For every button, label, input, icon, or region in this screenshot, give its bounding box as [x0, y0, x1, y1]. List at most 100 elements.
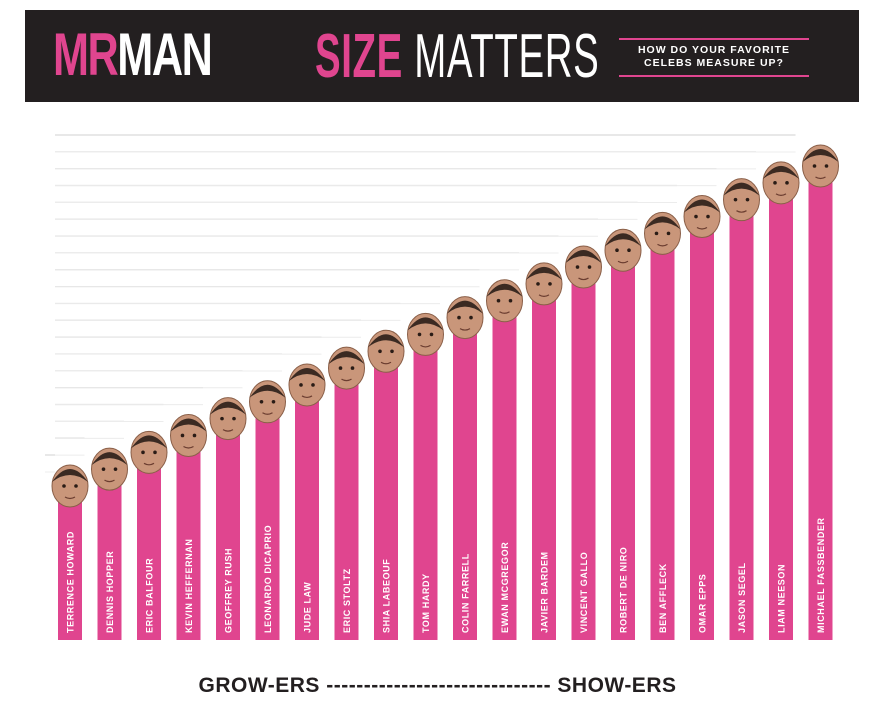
header-banner: MRMAN SIZE MATTERS HOW DO YOUR FAVORITE … — [25, 10, 859, 102]
face-icon — [249, 380, 286, 424]
face-icon — [723, 178, 760, 222]
face-eye — [654, 231, 659, 236]
bar-vincent-gallo — [571, 281, 596, 640]
face-icon — [91, 447, 128, 491]
tick-label: JUDE LAW — [303, 582, 313, 633]
tick-label: ROBERT DE NIRO — [619, 547, 629, 633]
face-hair — [368, 334, 404, 348]
tick-label: ERIC STOLTZ — [342, 568, 352, 633]
face-eye — [180, 433, 185, 438]
face-eye — [101, 467, 106, 471]
bar-terrence-howard — [58, 500, 82, 640]
face-eye — [615, 248, 619, 253]
tick-label: OMAR EPPS — [698, 574, 708, 633]
face-hair — [723, 182, 760, 196]
bar-kevin-heffernan — [176, 449, 201, 640]
face-mouth — [538, 294, 550, 297]
face-eye — [469, 315, 473, 320]
face-icon — [367, 329, 405, 373]
face-hair — [328, 351, 365, 365]
face-eye — [429, 332, 434, 337]
bar-geoffrey-rush — [216, 432, 240, 640]
face-mouth — [64, 496, 76, 500]
bar-eric-stoltz — [334, 382, 359, 640]
face-eye — [733, 197, 738, 202]
face-eye — [141, 450, 145, 455]
face-icon — [328, 346, 365, 390]
bar-jason-segel — [729, 213, 754, 640]
face-icon — [130, 430, 168, 474]
footer-left-label: GROW-ERS — [198, 674, 320, 697]
face-hair — [565, 250, 602, 264]
face-icon — [762, 161, 800, 205]
bar-shia-labeouf — [374, 365, 398, 640]
face-hair — [131, 435, 167, 449]
face-hair — [91, 452, 128, 466]
face-hair — [407, 317, 444, 331]
bar-jude-law — [295, 398, 319, 640]
tick-label: TOM HARDY — [421, 573, 431, 633]
face-icon — [407, 312, 444, 356]
face-mouth — [222, 429, 234, 432]
face-eye — [271, 399, 276, 404]
face-mouth — [775, 193, 787, 196]
face-hair — [170, 418, 207, 432]
footer-right-label: SHOW-ERS — [557, 674, 677, 697]
face-hair — [52, 469, 88, 482]
footer-separator: ------------------------------ — [326, 674, 552, 697]
face-icon — [288, 363, 326, 407]
face-eye — [113, 467, 118, 471]
face-mouth — [143, 462, 155, 466]
face-eye — [220, 416, 224, 421]
tick-label: LIAM NEESON — [777, 564, 787, 633]
face-hair — [644, 216, 681, 230]
face-hair — [684, 199, 720, 213]
face-hair — [210, 401, 246, 415]
face-icon — [170, 413, 207, 457]
face-eye — [745, 197, 750, 202]
face-eye — [812, 164, 817, 168]
face-mouth — [420, 344, 431, 348]
face-eye — [508, 298, 513, 303]
face-hair — [605, 233, 641, 247]
tick-label: MICHAEL FASSBENDER — [816, 517, 826, 633]
face-eye — [338, 366, 343, 370]
face-eye — [706, 214, 710, 219]
bar-liam-neeson — [769, 196, 793, 640]
face-eye — [390, 349, 394, 354]
face-eye — [299, 383, 303, 387]
face-icon — [644, 211, 681, 255]
face-eye — [311, 383, 315, 387]
face-icon — [802, 144, 839, 188]
face-eye — [824, 164, 829, 168]
face-eye — [74, 484, 78, 488]
tick-label: SHIA LABEOUF — [382, 559, 392, 633]
bar-dennis-hopper — [97, 483, 122, 640]
tick-label: ERIC BALFOUR — [145, 558, 155, 633]
face-eye — [62, 484, 66, 488]
face-mouth — [380, 361, 392, 365]
tick-label: JAVIER BARDEM — [540, 551, 550, 633]
footer-scale-caption: GROW-ERS ------------------------------ … — [0, 674, 875, 698]
face-icon — [604, 228, 642, 272]
face-eye — [496, 298, 501, 303]
face-hair — [802, 149, 839, 162]
brand-logo: MRMAN — [53, 22, 213, 88]
face-eye — [232, 416, 236, 421]
face-hair — [289, 367, 325, 381]
face-eye — [773, 181, 777, 185]
tick-label: JASON SEGEL — [737, 562, 747, 633]
face-eye — [417, 332, 422, 337]
bar-ewan-mcgregor — [492, 314, 517, 640]
bar-omar-epps — [690, 230, 714, 641]
face-icon — [446, 296, 484, 340]
tagline-line-1: HOW DO YOUR FAVORITE — [637, 44, 791, 56]
tick-label: GEOFFREY RUSH — [224, 548, 234, 633]
face-eye — [575, 265, 580, 269]
face-icon — [565, 245, 602, 289]
face-mouth — [459, 328, 471, 331]
tick-label: EWAN MCGREGOR — [500, 542, 510, 633]
face-icon — [486, 279, 523, 323]
tick-label: BEN AFFLECK — [658, 563, 668, 633]
